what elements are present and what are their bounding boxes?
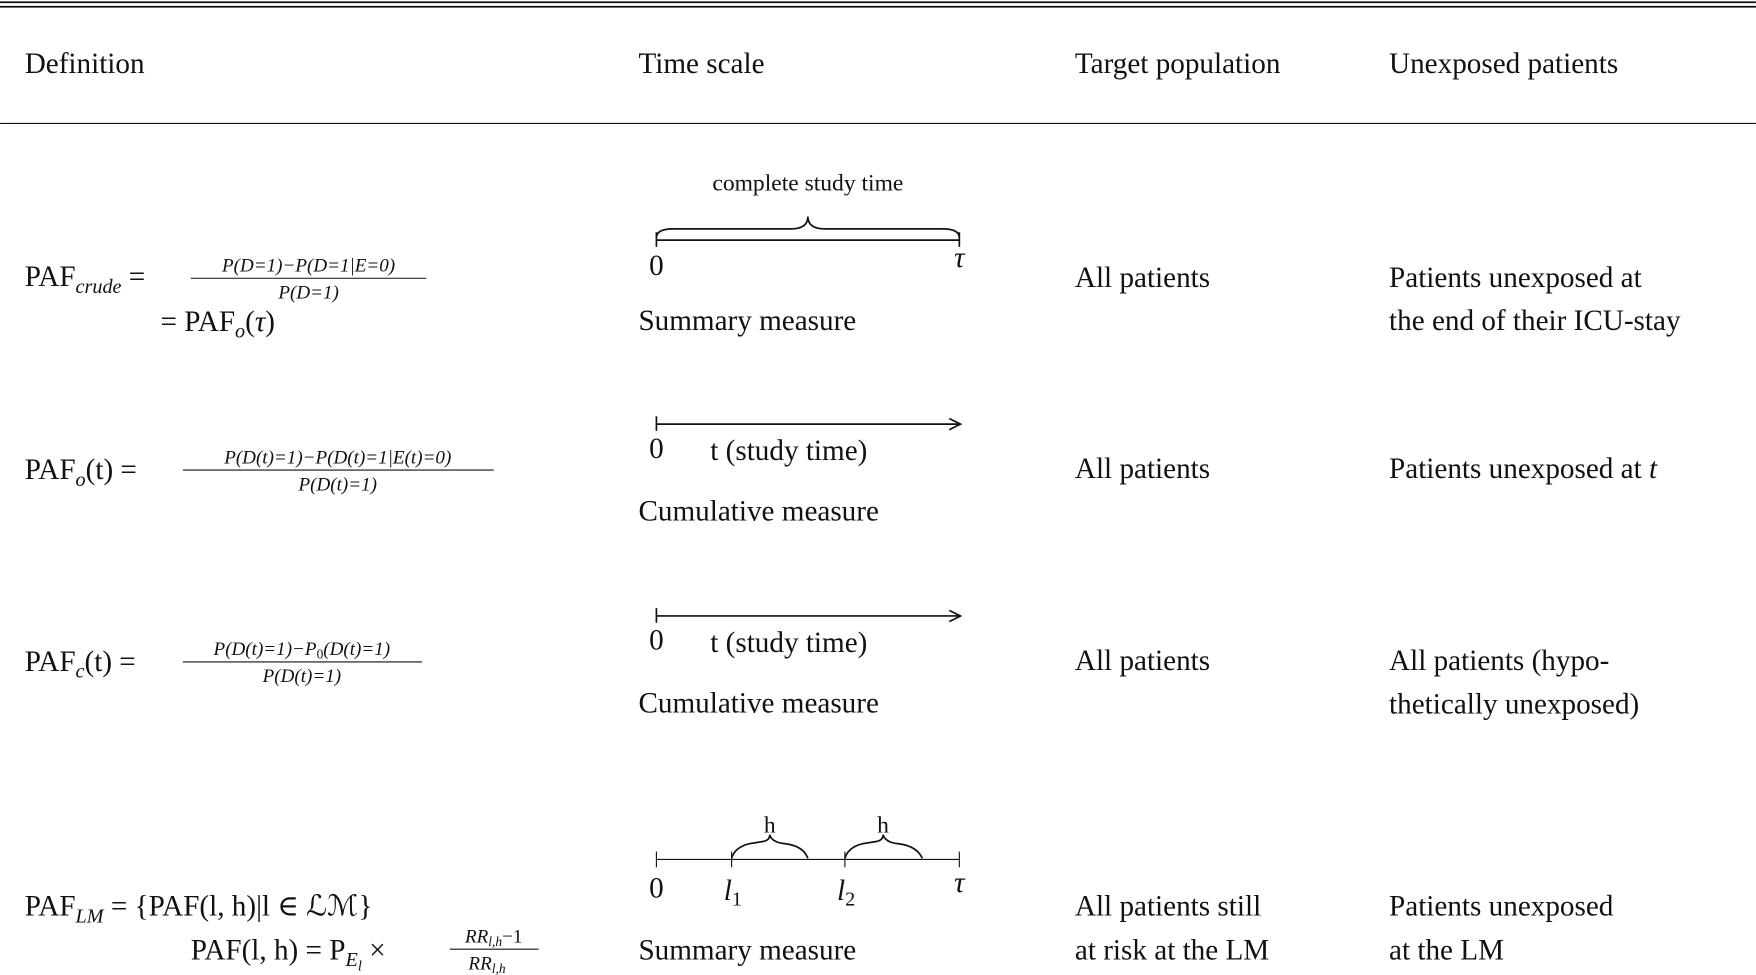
denominator: P(D(t)=1) (262, 666, 342, 687)
subscript: 2 (845, 888, 855, 910)
subscript: crude (76, 276, 122, 298)
measure-caption: Summary measure (638, 305, 856, 337)
axis-label: τ (954, 242, 966, 274)
arrow-head (948, 417, 963, 431)
formula: PAFcrude = (25, 261, 153, 298)
cell-text: All patients (1075, 262, 1210, 294)
axis-label: t (study time) (710, 627, 867, 659)
brace-label: h (877, 813, 889, 839)
formula-part: = PAF (160, 306, 235, 338)
column-header: Definition (25, 48, 145, 80)
formula: PAFo(t) = (25, 454, 144, 491)
axis-label: l1 (724, 875, 742, 911)
formula-part: RR (464, 926, 489, 947)
subscript: E (345, 949, 358, 971)
formula-part: = (122, 261, 153, 293)
subscript: LM (75, 905, 105, 927)
cell-text: All patients still (1075, 891, 1261, 923)
numerator: P(D=1)−P(D=1|E=0) (221, 256, 395, 277)
cell-text: at the LM (1389, 934, 1504, 966)
formula: PAFc(t) = (25, 646, 143, 683)
cell-text: All patients (hypo- (1389, 645, 1609, 677)
formula-part: τ (255, 306, 267, 338)
denominator: RRl,h (467, 953, 505, 975)
formula-part: RR (467, 953, 492, 974)
column-header: Time scale (638, 48, 764, 80)
formula: PAFLM = {PAF(l, h)|l ∈ ℒℳ} (25, 891, 373, 928)
brace (730, 834, 809, 859)
axis-label: l2 (837, 875, 855, 911)
numerator: P(D(t)=1)−P0(D(t)=1) (213, 639, 391, 661)
cell-text: Patients unexposed (1389, 891, 1614, 923)
cell-text: All patients (1075, 645, 1210, 677)
formula-part: (t) = (85, 646, 144, 678)
formula-part: ) (265, 306, 275, 338)
cell-text: at risk at the LM (1075, 934, 1269, 966)
cell-text: All patients (1075, 453, 1210, 485)
formula-part: ( (245, 306, 255, 338)
cell-text: Patients unexposed at t (1389, 453, 1658, 485)
formula-part: PAF (25, 891, 76, 923)
formula-part: × (362, 934, 393, 966)
label-part: l (724, 875, 732, 907)
brace (655, 216, 961, 238)
subscript: 1 (732, 888, 742, 910)
arrow-head (948, 609, 963, 623)
measure-caption: Cumulative measure (638, 496, 878, 528)
text-part: Patients unexposed at (1389, 453, 1649, 485)
formula-part: P(D(t)=1)−P (213, 639, 317, 660)
subscript: l,h (492, 961, 506, 975)
column-header: Target population (1075, 48, 1281, 80)
formula: PAF(l, h) = PEl × (191, 934, 393, 974)
formula-part: PAF (25, 646, 76, 678)
formula-part: = {PAF(l, h)|l ∈ ℒℳ} (104, 891, 373, 923)
label-part: l (837, 875, 845, 907)
axis-label: 0 (649, 433, 664, 465)
subscript: 0 (317, 647, 324, 662)
cell-text: thetically unexposed) (1389, 689, 1639, 721)
formula: = PAFo(τ) (160, 306, 275, 343)
denominator: P(D=1) (277, 282, 339, 303)
text-part: t (1649, 453, 1658, 485)
denominator: P(D(t)=1) (298, 474, 378, 495)
measure-caption: Summary measure (638, 934, 856, 966)
formula-part: (t) = (86, 454, 145, 486)
subscript: c (76, 661, 85, 683)
axis-label: 0 (649, 625, 664, 657)
cell-text: the end of their ICU-stay (1389, 305, 1681, 337)
subscript: l,h (488, 934, 502, 949)
axis-label: 0 (649, 873, 664, 905)
brace-label: complete study time (712, 171, 903, 197)
formula-part: PAF (25, 261, 76, 293)
brace-label: h (764, 813, 776, 839)
formula-part: PAF(l, h) = P (191, 934, 346, 966)
formula-part: −1 (502, 926, 522, 947)
formula-part: (D(t)=1) (323, 639, 390, 660)
brace (844, 834, 924, 859)
numerator: RRl,h−1 (464, 926, 522, 948)
axis-label: 0 (649, 250, 664, 282)
subscript: o (235, 321, 245, 343)
subscript: o (76, 469, 86, 491)
axis-label: τ (954, 867, 966, 899)
measure-caption: Cumulative measure (638, 687, 878, 719)
numerator: P(D(t)=1)−P(D(t)=1|E(t)=0) (223, 447, 451, 468)
column-header: Unexposed patients (1389, 48, 1618, 80)
axis-label: t (study time) (710, 435, 867, 467)
cell-text: Patients unexposed at (1389, 262, 1642, 294)
subscript: l (358, 959, 362, 975)
formula-part: PAF (25, 454, 76, 486)
